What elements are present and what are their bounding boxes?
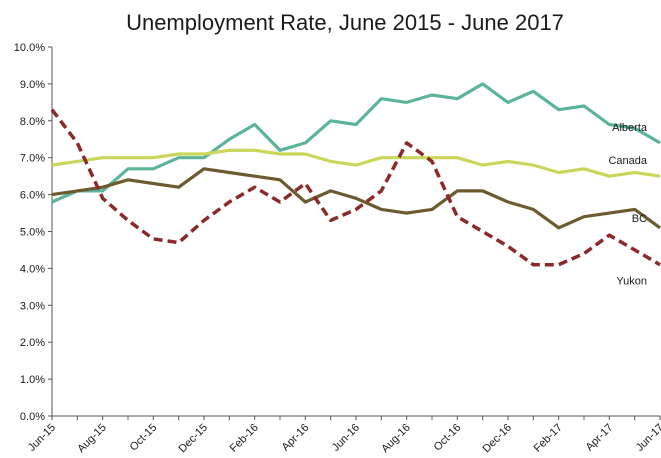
y-tick-label: 4.0%: [20, 263, 45, 275]
y-tick-label: 1.0%: [20, 374, 45, 386]
x-tick-label: Dec-15: [177, 422, 211, 456]
y-tick-label: 7.0%: [20, 153, 45, 165]
series-label-canada: Canada: [608, 155, 647, 167]
x-tick-label: Feb-17: [532, 422, 565, 455]
x-tick-label: Oct-15: [128, 422, 160, 454]
x-tick-label: Jun-17: [634, 422, 661, 454]
x-tick-label: Jun-16: [330, 422, 362, 454]
chart-title: Unemployment Rate, June 2015 - June 2017: [126, 10, 564, 35]
series-line-canada: [51, 148, 661, 178]
series-label-bc: BC: [632, 213, 647, 225]
y-axis: 0.0% 1.0% 2.0% 3.0% 4.0% 5.0% 6.0% 7.0% 8.0% 9.0%…: [14, 42, 53, 423]
y-tick-label: 6.0%: [20, 190, 45, 202]
series-layer: [50, 82, 661, 267]
x-axis: Jun-15 Aug-15 Oct-15 Dec-15 Feb-16 Apr-16 Jun-…: [26, 415, 661, 456]
series-label-alberta: Alberta: [612, 122, 648, 134]
y-tick-label: 9.0%: [20, 79, 45, 91]
series-line-alberta: [51, 82, 661, 204]
x-tick-label: Aug-15: [75, 422, 109, 456]
series-label-yukon: Yukon: [616, 276, 647, 288]
x-tick-label: Feb-16: [228, 422, 261, 455]
series-line-bc: [51, 167, 661, 230]
y-tick-label: 5.0%: [20, 227, 45, 239]
x-tick-label: Jun-15: [26, 422, 58, 454]
y-tick-label: 8.0%: [20, 116, 45, 128]
y-tick-label: 10.0%: [14, 42, 45, 54]
x-tick-label: Apr-16: [280, 422, 312, 454]
y-tick-label: 3.0%: [20, 300, 45, 312]
series-line-yukon: [50, 108, 661, 267]
x-tick-label: Oct-16: [432, 422, 464, 454]
x-tick-label: Dec-16: [481, 422, 515, 456]
x-tick-label: Apr-17: [584, 422, 616, 454]
x-tick-label: Aug-16: [379, 422, 413, 456]
y-tick-label: 2.0%: [20, 337, 45, 349]
series-labels: Alberta Canada BC Yukon: [608, 122, 647, 288]
y-tick-label: 0.0%: [20, 411, 45, 423]
